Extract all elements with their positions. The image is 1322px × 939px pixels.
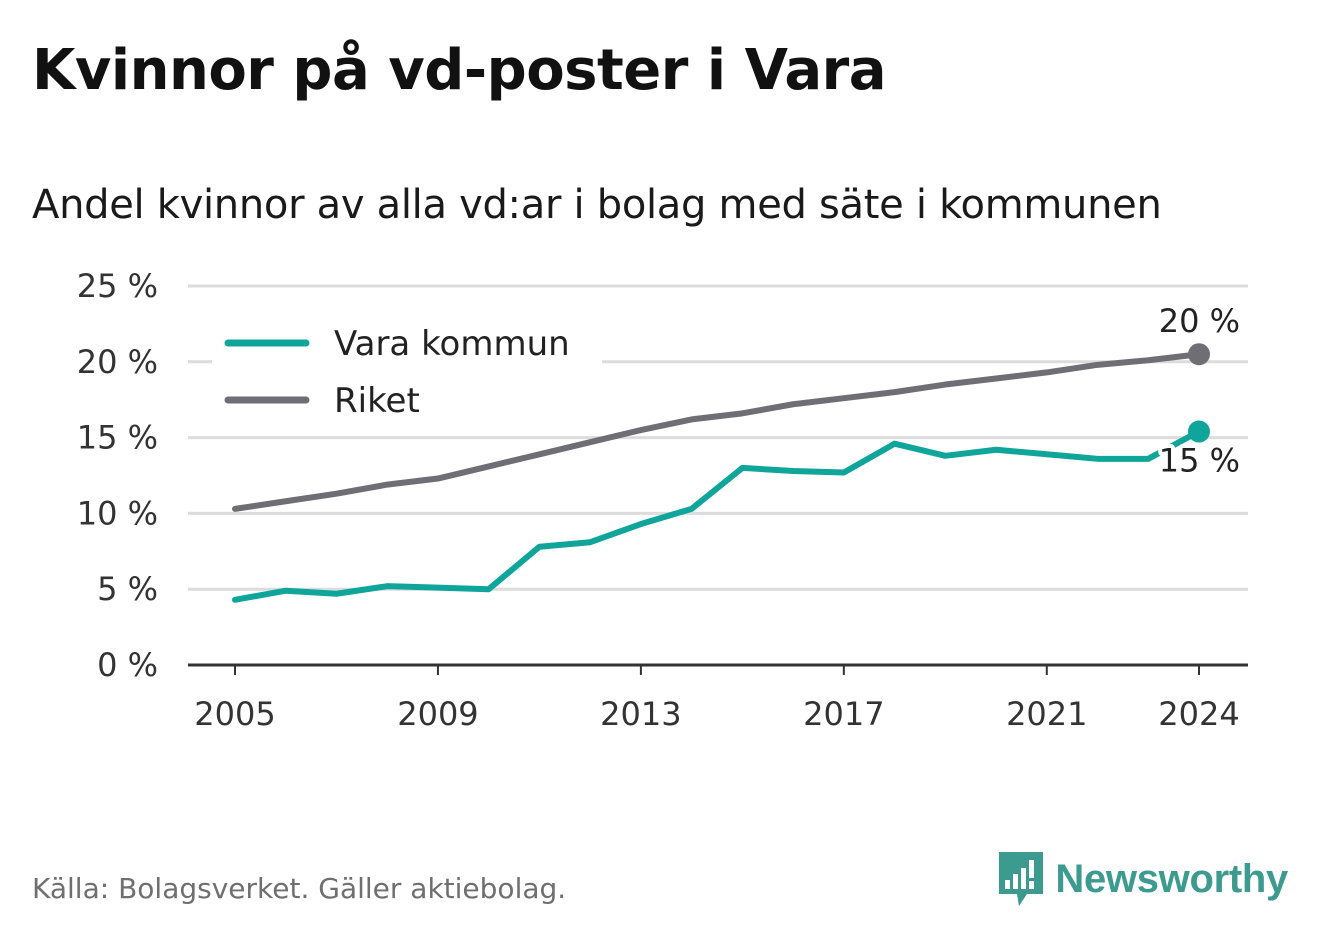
- x-axis: 2005 2009 2013 2017 2021 2024: [188, 663, 1248, 733]
- x-tick-label-2021: 2021: [1006, 695, 1087, 733]
- legend-label-vara-kommun: Vara kommun: [334, 324, 570, 364]
- legend-label-riket: Riket: [334, 381, 420, 421]
- legend: Vara kommun Riket: [212, 315, 602, 435]
- chart-title: Kvinnor på vd-poster i Vara: [32, 38, 887, 103]
- series-lines: [232, 343, 1210, 603]
- chart-subtitle: Andel kvinnor av alla vd:ar i bolag med …: [32, 182, 1162, 228]
- y-axis-ticks: 0 % 5 % 10 % 15 % 20 % 25 %: [77, 267, 158, 684]
- x-tick-label-2009: 2009: [397, 695, 478, 733]
- y-tick-label-10: 10 %: [77, 494, 158, 532]
- end-point-riket: [1188, 343, 1210, 366]
- x-tick-label-2024: 2024: [1158, 695, 1239, 733]
- newsworthy-logo-icon: [999, 852, 1044, 906]
- newsworthy-logo: Newsworthy: [997, 850, 1288, 908]
- legend-background: [212, 315, 602, 435]
- series-line-vara-kommun: [232, 428, 1202, 603]
- brand-name: Newsworthy: [1055, 856, 1288, 901]
- end-label-vara-kommun: 15 %: [1159, 442, 1240, 480]
- x-tick-label-2005: 2005: [194, 695, 275, 733]
- y-tick-label-5: 5 %: [97, 570, 158, 608]
- y-tick-label-20: 20 %: [77, 343, 158, 381]
- y-tick-label-0: 0 %: [97, 646, 158, 684]
- y-tick-label-25: 25 %: [77, 267, 158, 305]
- end-point-vara-kommun: [1188, 420, 1210, 443]
- end-labels: 15 % 20 %: [1155, 298, 1244, 483]
- y-tick-label-15: 15 %: [77, 419, 158, 457]
- end-label-riket: 20 %: [1159, 302, 1240, 340]
- x-tick-label-2017: 2017: [803, 695, 884, 733]
- x-tick-label-2013: 2013: [600, 695, 681, 733]
- source-note: Källa: Bolagsverket. Gäller aktiebolag.: [32, 872, 567, 905]
- series-line-riket: [232, 351, 1202, 512]
